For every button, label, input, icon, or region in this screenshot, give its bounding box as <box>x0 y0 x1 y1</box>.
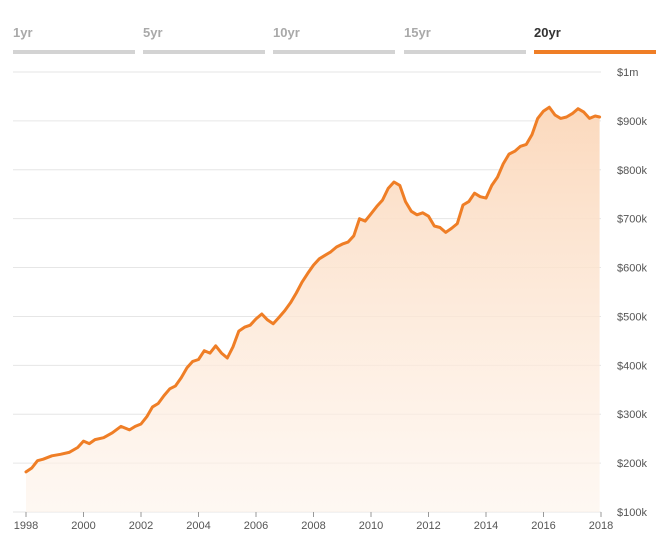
y-tick-label: $600k <box>617 263 647 275</box>
x-tick-label: 2018 <box>589 520 613 532</box>
tab-1yr-underline <box>13 50 135 54</box>
x-tick-label: 2008 <box>301 520 325 532</box>
y-tick-label: $1m <box>617 67 638 79</box>
y-axis-labels: $100k $200k $300k $400k $500k $600k $700k $800k… <box>617 67 647 519</box>
tab-1yr-label: 1yr <box>13 25 33 40</box>
x-tick-label: 2010 <box>359 520 383 532</box>
tab-5yr[interactable]: 5yr <box>143 0 265 54</box>
tab-1yr[interactable]: 1yr <box>13 0 135 54</box>
tab-10yr-underline <box>273 50 395 54</box>
x-tick-label: 2004 <box>186 520 210 532</box>
tab-5yr-label: 5yr <box>143 25 163 40</box>
y-tick-label: $400k <box>617 360 647 372</box>
x-tick-label: 2006 <box>244 520 268 532</box>
x-axis-labels: 1998 2000 2002 2004 2006 2008 2010 2012 2014 2016… <box>14 512 613 532</box>
tab-5yr-underline <box>143 50 265 54</box>
series-area <box>26 107 600 512</box>
series-line-layer <box>24 105 602 474</box>
tab-15yr[interactable]: 15yr <box>404 0 526 54</box>
x-tick-label: 2016 <box>531 520 555 532</box>
tab-15yr-underline <box>404 50 526 54</box>
tab-15yr-label: 15yr <box>404 25 431 40</box>
tab-10yr-label: 10yr <box>273 25 300 40</box>
tab-20yr[interactable]: 20yr <box>534 0 656 54</box>
series-line <box>24 105 602 474</box>
series-area-layer <box>26 107 600 512</box>
tab-20yr-underline <box>534 50 656 54</box>
y-tick-label: $300k <box>617 409 647 421</box>
time-range-tabs: 1yr 5yr 10yr 15yr 20yr <box>0 0 669 56</box>
y-tick-label: $700k <box>617 214 647 226</box>
y-tick-label: $200k <box>617 458 647 470</box>
y-tick-label: $800k <box>617 165 647 177</box>
y-tick-label: $900k <box>617 116 647 128</box>
x-tick-label: 2014 <box>474 520 498 532</box>
tab-10yr[interactable]: 10yr <box>273 0 395 54</box>
x-tick-label: 2012 <box>416 520 440 532</box>
x-tick-label: 2000 <box>71 520 95 532</box>
y-tick-label: $500k <box>617 311 647 323</box>
x-tick-label: 1998 <box>14 520 38 532</box>
x-tick-label: 2002 <box>129 520 153 532</box>
y-tick-label: $100k <box>617 507 647 519</box>
tab-20yr-label: 20yr <box>534 25 561 40</box>
